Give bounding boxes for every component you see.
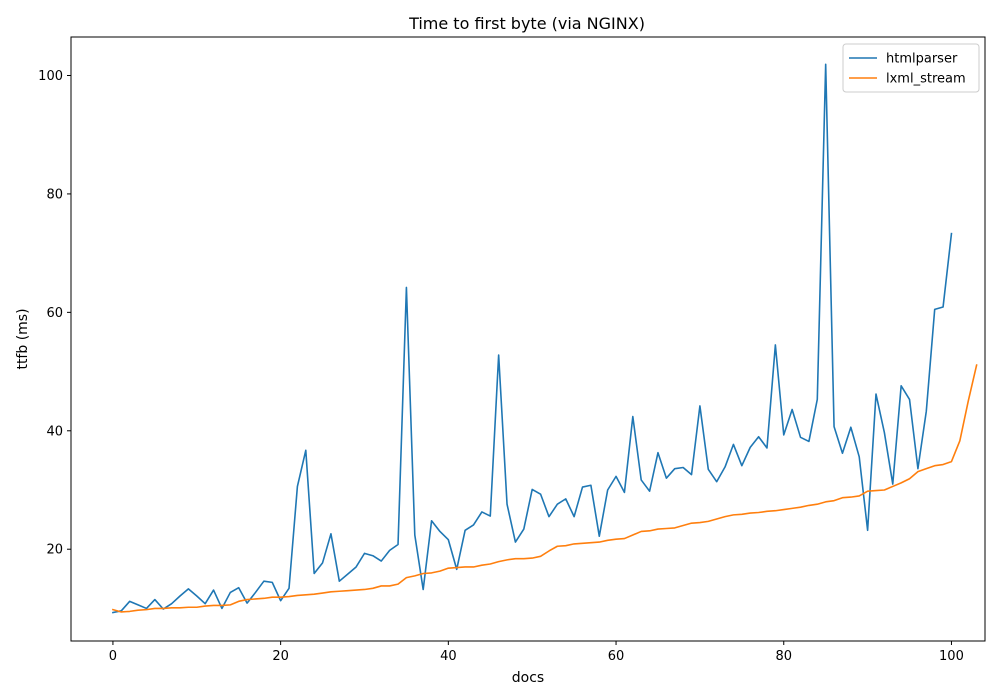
x-tick-label-80: 80 [775, 649, 792, 664]
x-tick-label-60: 60 [608, 649, 625, 664]
y-axis: 20 40 60 80 100 [38, 69, 71, 558]
x-axis: 0 20 40 60 80 100 [109, 641, 964, 664]
plot-frame [70, 36, 986, 642]
legend: htmlparser lxml_stream [842, 43, 980, 93]
plot-lines [111, 63, 978, 614]
series-line-lxml-stream [111, 364, 978, 613]
x-tick-label-40: 40 [440, 649, 457, 664]
x-tick-label-20: 20 [272, 649, 289, 664]
y-tick-label-80: 80 [46, 187, 63, 202]
y-tick-label-40: 40 [46, 424, 63, 439]
y-axis-label: ttfb (ms) [15, 308, 31, 369]
x-axis-label: docs [512, 670, 544, 686]
legend-label-lxml-stream: lxml_stream [886, 72, 966, 87]
y-tick-label-60: 60 [46, 306, 63, 321]
x-tick-label-100: 100 [939, 649, 964, 664]
x-tick-label-0: 0 [109, 649, 117, 664]
chart-title: Time to first byte (via NGINX) [408, 14, 645, 33]
series-line-htmlparser [111, 63, 953, 614]
legend-items: htmlparser lxml_stream [849, 52, 966, 87]
legend-label-htmlparser: htmlparser [886, 52, 958, 67]
y-tick-label-20: 20 [46, 543, 63, 558]
y-tick-label-100: 100 [38, 69, 63, 84]
legend-box [842, 43, 980, 93]
